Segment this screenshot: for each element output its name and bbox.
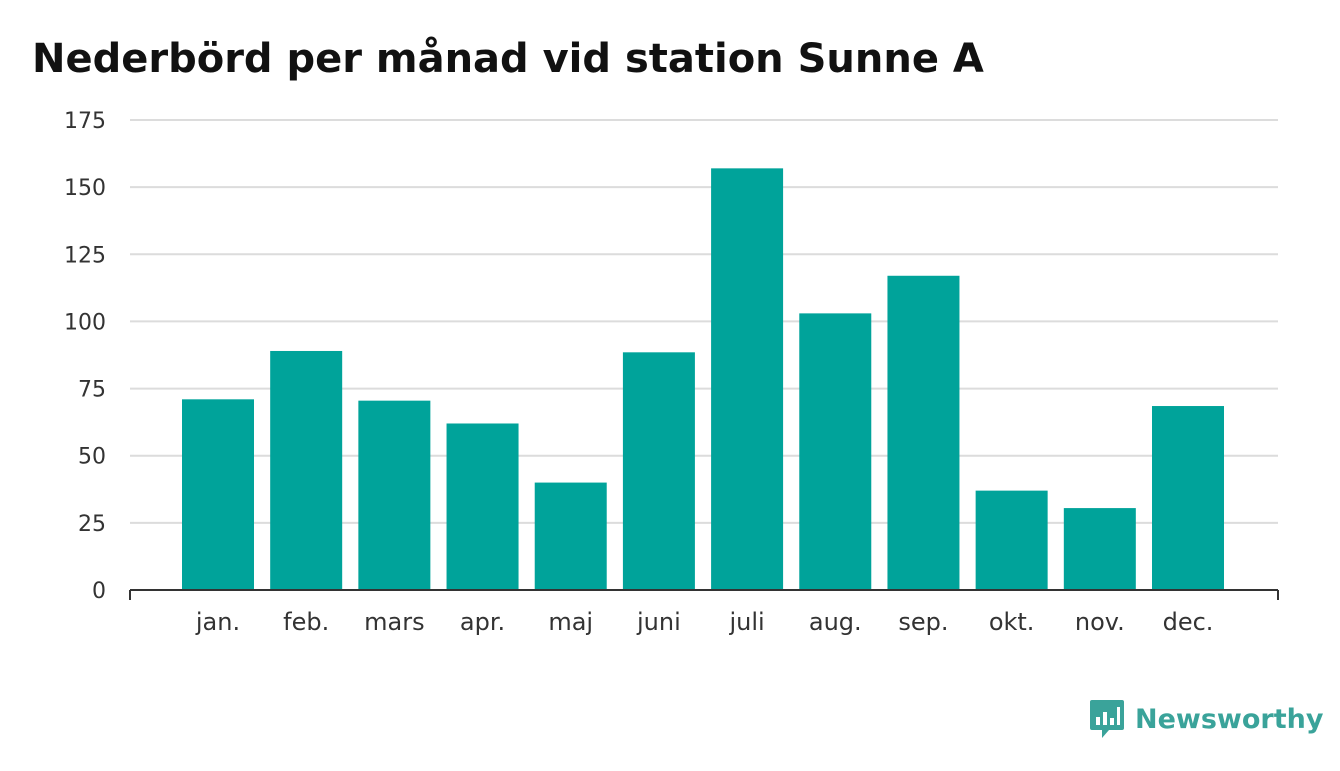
bars <box>182 168 1224 591</box>
bar <box>1152 406 1224 590</box>
x-tick-label: jan. <box>195 608 240 636</box>
y-tick-label: 25 <box>78 512 106 537</box>
chart-title: Nederbörd per månad vid station Sunne A <box>32 36 984 82</box>
x-tick-label: juli <box>728 608 764 636</box>
x-tick-label: feb. <box>283 608 329 636</box>
x-tick-label: maj <box>548 608 593 636</box>
y-tick-label: 75 <box>78 378 106 403</box>
y-axis-ticks: 0 25 50 75 100 125 150 175 <box>64 109 106 604</box>
newsworthy-logo-icon <box>1090 700 1124 738</box>
brand-name: Newsworthy <box>1135 703 1324 735</box>
y-tick-label: 0 <box>92 579 106 604</box>
bar <box>446 423 519 590</box>
x-tick-label: dec. <box>1163 608 1214 636</box>
bar <box>622 352 695 590</box>
brand: Newsworthy <box>1089 698 1323 740</box>
x-tick-label: juni <box>636 608 681 636</box>
bar <box>534 482 607 590</box>
bar <box>887 275 960 590</box>
y-tick-label: 125 <box>64 243 106 268</box>
x-tick-label: okt. <box>989 608 1035 636</box>
y-tick-label: 150 <box>64 176 106 201</box>
x-tick-label: apr. <box>460 608 505 636</box>
x-tick-label: nov. <box>1075 608 1125 636</box>
bar <box>711 168 784 591</box>
bar <box>975 490 1048 590</box>
x-tick-label: sep. <box>898 608 948 636</box>
bar <box>799 313 872 590</box>
y-tick-label: 50 <box>78 445 106 470</box>
y-tick-label: 175 <box>64 109 106 134</box>
bar <box>182 399 254 590</box>
y-tick-label: 100 <box>64 310 106 335</box>
bar <box>358 400 431 590</box>
bar <box>1063 508 1136 590</box>
x-axis <box>129 589 1279 600</box>
bar <box>270 350 343 590</box>
x-tick-label: aug. <box>809 608 862 636</box>
x-axis-ticks: jan. feb. mars apr. maj juni juli aug. sep. okt. n… <box>195 608 1214 636</box>
x-tick-label: mars <box>364 608 424 636</box>
